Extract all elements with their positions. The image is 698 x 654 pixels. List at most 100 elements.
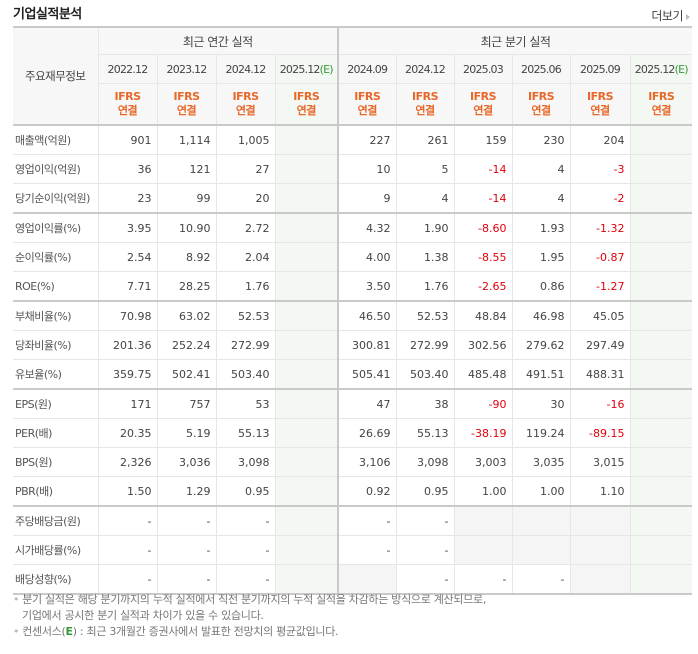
period-header: 2022.12 (97, 54, 158, 84)
value-cell: 0.86 (511, 271, 571, 302)
table-row: PER(배) 20.35 5.19 55.13 26.69 55.13 -38.19 119.… (13, 418, 692, 448)
value-cell: 119.24 (511, 418, 571, 448)
table-row: 당좌비율(%) 201.36 252.24 272.99 300.81 272.99 302… (13, 330, 692, 360)
value-cell: 505.41 (337, 359, 397, 390)
period-header: 2024.12 (395, 54, 455, 84)
value-cell: 63.02 (156, 300, 217, 331)
value-cell: -0.87 (569, 242, 631, 272)
value-cell: - (156, 564, 217, 595)
value-cell: 503.40 (215, 359, 276, 390)
value-cell: 272.99 (215, 330, 276, 360)
period-header: 2024.09 (337, 54, 397, 84)
value-cell: 3,098 (215, 447, 276, 477)
value-cell: -3 (569, 154, 631, 184)
value-cell (274, 330, 339, 360)
value-cell: 52.53 (395, 300, 455, 331)
value-cell (274, 154, 339, 184)
ifrs-consolidated-label: IFRS 연결 (274, 83, 339, 126)
value-cell (629, 242, 692, 272)
table-row: 부채비율(%) 70.98 63.02 52.53 46.50 52.53 48.84 46.… (13, 300, 692, 331)
value-cell: -1.32 (569, 212, 631, 243)
value-cell (274, 300, 339, 331)
value-cell: 46.98 (511, 300, 571, 331)
value-cell: 230 (511, 124, 571, 155)
bullet-icon: • (13, 593, 20, 606)
value-cell: 0.95 (395, 476, 455, 507)
row-label: 순이익률(%) (13, 242, 99, 272)
value-cell: 3,098 (395, 447, 455, 477)
value-cell: 46.50 (337, 300, 397, 331)
value-cell: 1.10 (569, 476, 631, 507)
value-cell: -16 (569, 388, 631, 419)
value-cell: -8.60 (453, 212, 513, 243)
value-cell: 7.71 (97, 271, 158, 302)
ifrs-consolidated-label: IFRS 연결 (569, 83, 631, 126)
value-cell: 1.76 (215, 271, 276, 302)
value-cell: 3,036 (156, 447, 217, 477)
value-cell: 55.13 (215, 418, 276, 448)
estimate-mark: (E) (674, 62, 689, 76)
value-cell: -1.27 (569, 271, 631, 302)
value-cell: 36 (97, 154, 158, 184)
value-cell: 3,003 (453, 447, 513, 477)
value-cell: - (337, 535, 397, 565)
value-cell: - (215, 535, 276, 565)
value-cell (453, 535, 513, 565)
value-cell: 272.99 (395, 330, 455, 360)
arrow-right-icon (686, 13, 690, 20)
period-header: 2024.12 (215, 54, 276, 84)
table-row: 영업이익률(%) 3.95 10.90 2.72 4.32 1.90 -8.60 1.93 -1… (13, 212, 692, 243)
value-cell: 491.51 (511, 359, 571, 390)
value-cell: 1,114 (156, 124, 217, 155)
value-cell: 20.35 (97, 418, 158, 448)
row-label: 당좌비율(%) (13, 330, 99, 360)
row-label: 영업이익(억원) (13, 154, 99, 184)
value-cell (274, 505, 339, 536)
value-cell: 3.50 (337, 271, 397, 302)
table-row: 순이익률(%) 2.54 8.92 2.04 4.00 1.38 -8.55 1.95 -0.8… (13, 242, 692, 272)
value-cell (629, 183, 692, 214)
more-link[interactable]: 더보기 (651, 7, 690, 24)
period-header: 2025.09 (569, 54, 631, 84)
row-label: 유보율(%) (13, 359, 99, 390)
value-cell: 27 (215, 154, 276, 184)
value-cell: - (215, 505, 276, 536)
value-cell: 2.54 (97, 242, 158, 272)
row-label: 영업이익률(%) (13, 212, 99, 243)
table-row: ROE(%) 7.71 28.25 1.76 3.50 1.76 -2.65 0.86 -1.2… (13, 271, 692, 302)
value-cell (629, 124, 692, 155)
value-cell: -90 (453, 388, 513, 419)
row-label: 당기순이익(억원) (13, 183, 99, 214)
value-cell: 297.49 (569, 330, 631, 360)
value-cell: 70.98 (97, 300, 158, 331)
period-header: 2023.12 (156, 54, 217, 84)
value-cell: 252.24 (156, 330, 217, 360)
value-cell: 10 (337, 154, 397, 184)
value-cell: 3,015 (569, 447, 631, 477)
value-cell (274, 447, 339, 477)
value-cell: 0.92 (337, 476, 397, 507)
value-cell (511, 535, 571, 565)
value-cell (274, 388, 339, 419)
value-cell: 2,326 (97, 447, 158, 477)
value-cell (629, 476, 692, 507)
value-cell (629, 564, 692, 595)
value-cell: 23 (97, 183, 158, 214)
value-cell: 302.56 (453, 330, 513, 360)
row-label: 배당성향(%) (13, 564, 99, 595)
value-cell (453, 505, 513, 536)
table-row: 시가배당률(%) - - - - - (13, 535, 692, 565)
ifrs-consolidated-label: IFRS 연결 (156, 83, 217, 126)
financial-summary-table: 주요재무정보 최근 연간 실적 최근 분기 실적 2022.12 2023.12 2… (13, 26, 692, 595)
footnote-consensus: • 컨센서스(E) : 최근 3개월간 증권사에서 발표한 전망치의 평균값입니다… (13, 625, 339, 638)
period-header: 2025.12(E) (274, 54, 339, 84)
section-title: 기업실적분석 (13, 7, 82, 22)
value-cell: 1.29 (156, 476, 217, 507)
value-cell: -2.65 (453, 271, 513, 302)
table-row: EPS(원) 171 757 53 47 38 -90 30 -16 (13, 388, 692, 419)
value-cell: 4 (395, 183, 455, 214)
value-cell: 9 (337, 183, 397, 214)
value-cell: 5 (395, 154, 455, 184)
value-cell: 99 (156, 183, 217, 214)
table-row: PBR(배) 1.50 1.29 0.95 0.92 0.95 1.00 1.00 1.10 (13, 476, 692, 507)
